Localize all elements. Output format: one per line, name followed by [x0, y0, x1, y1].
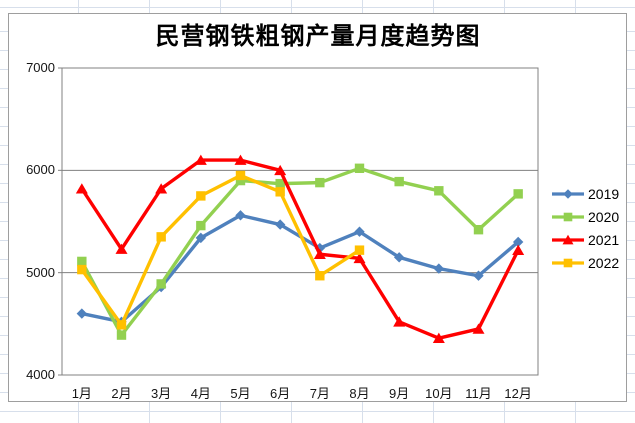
- data-point-2021: [234, 154, 247, 165]
- data-point-2019: [235, 210, 246, 221]
- series-line-2021: [80, 158, 520, 340]
- data-point-2021: [472, 323, 485, 334]
- data-point-2021: [115, 243, 128, 254]
- x-axis-label-9月: 9月: [389, 386, 410, 401]
- chart-legend[interactable]: 2019 2020 2021 2022: [551, 187, 627, 270]
- x-axis-label-11月: 11月: [465, 386, 492, 401]
- data-point-2019: [512, 236, 524, 248]
- data-point-2020: [116, 330, 127, 340]
- data-point-2020: [434, 186, 444, 196]
- y-axis-label-5000: 5000: [26, 264, 55, 280]
- x-axis-label-2月: 2月: [111, 386, 132, 401]
- x-axis-label-12月: 12月: [504, 386, 532, 401]
- chart-object[interactable]: [8, 13, 627, 402]
- data-point-2020: [235, 175, 246, 186]
- data-point-2019: [76, 308, 88, 319]
- data-point-2019: [195, 232, 207, 244]
- legend-label: 2019: [588, 186, 620, 202]
- x-axis-label-10月: 10月: [425, 386, 453, 401]
- data-point-2022: [354, 245, 365, 255]
- legend-marker-triangle-icon: [552, 234, 584, 245]
- x-axis-label-3月: 3月: [151, 386, 172, 401]
- data-point-2022: [275, 187, 285, 197]
- data-point-2022: [196, 191, 206, 201]
- legend-item-2020[interactable]: 2020: [551, 210, 627, 224]
- legend-item-2021[interactable]: 2021: [551, 233, 627, 247]
- data-point-2021: [75, 183, 88, 194]
- legend-item-2019[interactable]: 2019: [551, 187, 627, 201]
- data-point-2020: [354, 163, 365, 173]
- x-axis-label-4月: 4月: [190, 386, 211, 401]
- data-point-2020: [156, 279, 166, 289]
- data-point-2019: [393, 252, 405, 263]
- legend-marker-square-icon: [552, 212, 584, 222]
- data-point-2020: [77, 256, 87, 267]
- x-axis-label-8月: 8月: [349, 386, 370, 401]
- data-point-2020: [196, 220, 206, 231]
- chart-title: 民营钢铁粗钢产量月度趋势图: [155, 23, 481, 50]
- data-point-2022: [156, 232, 166, 242]
- x-axis-label-6月: 6月: [270, 386, 291, 401]
- data-point-2022: [315, 271, 325, 281]
- legend-label: 2021: [588, 232, 620, 248]
- data-point-2019: [274, 219, 286, 230]
- data-point-2019: [433, 263, 445, 274]
- data-point-2019: [473, 270, 484, 281]
- legend-label: 2022: [588, 255, 620, 271]
- data-point-2021: [393, 316, 406, 327]
- y-axis-label-7000: 7000: [26, 60, 55, 75]
- x-axis-label-7月: 7月: [309, 386, 330, 401]
- series-line-2020: [80, 166, 520, 337]
- data-point-2020: [513, 189, 523, 199]
- data-point-2020: [315, 177, 325, 188]
- data-point-2020: [394, 176, 404, 187]
- x-axis-label-5月: 5月: [230, 386, 251, 401]
- data-point-2020: [473, 224, 484, 235]
- data-point-2021: [155, 183, 168, 194]
- y-axis-label-6000: 6000: [26, 162, 55, 178]
- y-axis-label-4000: 4000: [26, 367, 55, 382]
- data-point-2021: [194, 154, 207, 165]
- legend-marker-diamond-icon: [552, 189, 584, 199]
- legend-label: 2020: [588, 209, 620, 225]
- plot-border: [61, 67, 539, 376]
- series-line-2022: [80, 173, 362, 327]
- data-point-2020: [275, 178, 285, 189]
- data-point-2022: [235, 170, 246, 181]
- data-point-2022: [77, 264, 87, 275]
- data-point-2021: [274, 164, 287, 176]
- data-point-2021: [313, 248, 326, 260]
- data-point-2019: [354, 226, 365, 237]
- data-point-2021: [353, 252, 366, 264]
- x-axis-label-1月: 1月: [71, 386, 92, 401]
- legend-marker-square-icon: [552, 258, 584, 268]
- legend-item-2022[interactable]: 2022: [551, 256, 627, 270]
- data-point-2021: [432, 332, 445, 343]
- data-point-2021: [512, 244, 525, 255]
- data-point-2022: [116, 320, 127, 330]
